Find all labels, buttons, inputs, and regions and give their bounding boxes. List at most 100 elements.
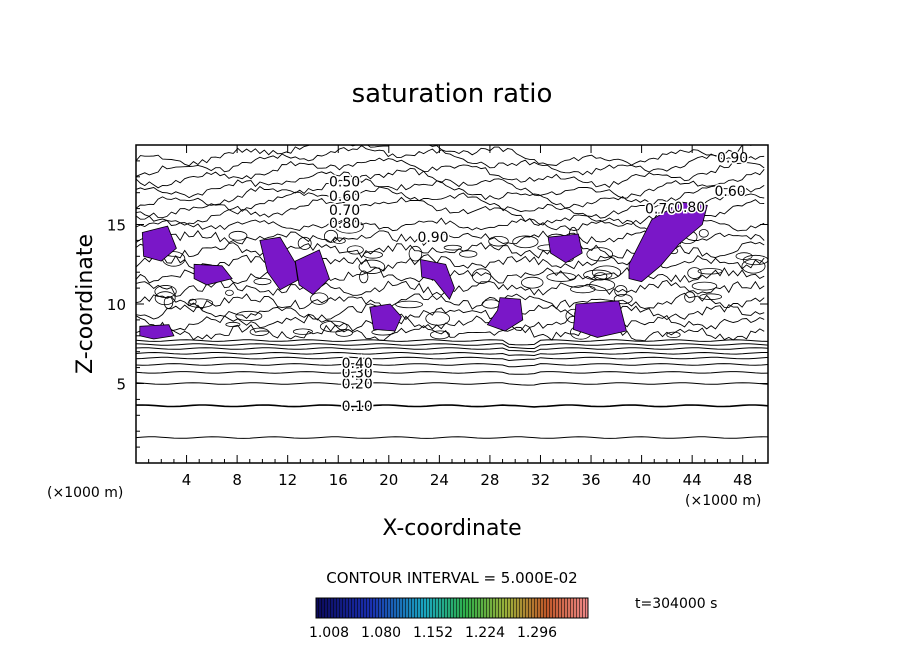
contour-label: 0.10 xyxy=(342,399,373,415)
x-tick-label: 16 xyxy=(329,471,348,489)
chart-title: saturation ratio xyxy=(352,79,553,109)
x-tick-label: 12 xyxy=(278,471,297,489)
contour-cell xyxy=(310,292,329,305)
contour-cell xyxy=(235,310,263,321)
contour-line-lower xyxy=(136,347,768,353)
supersaturated-region xyxy=(572,300,627,338)
contour-cell xyxy=(546,272,577,282)
x-tick-label: 8 xyxy=(232,471,242,489)
contour-line-lower xyxy=(136,351,768,357)
supersaturated-region xyxy=(139,324,175,340)
x-tick-label: 40 xyxy=(632,471,651,489)
supersaturated-region xyxy=(486,297,524,332)
x-tick-label: 32 xyxy=(531,471,550,489)
supersaturated-region xyxy=(419,259,455,300)
contour-labels: 0.100.200.300.400.500.600.700.800.900.90… xyxy=(327,149,749,416)
contour-cell xyxy=(697,268,723,275)
contour-cell xyxy=(429,330,450,340)
contour-line-lower xyxy=(136,436,768,439)
supersaturated-region xyxy=(294,249,330,296)
contour-cell xyxy=(395,300,423,309)
contour-cell xyxy=(614,285,628,297)
contour-line-upper xyxy=(136,314,765,332)
contour-cell xyxy=(323,229,339,243)
contour-line-upper xyxy=(136,324,765,342)
contour-cell xyxy=(512,235,539,249)
contour-cell xyxy=(249,327,270,336)
colorbar xyxy=(315,597,589,619)
contour-line-upper xyxy=(136,176,765,209)
contour-cell xyxy=(359,270,369,284)
contour-cell xyxy=(292,328,313,335)
x-axis-ticks: 4 8 12 16 20 24 28 32 36 40 44 48 xyxy=(148,145,756,489)
colorbar-labels: 1.008 1.080 1.152 1.224 1.296 xyxy=(309,625,557,641)
contour-cell xyxy=(163,296,174,309)
x-tick-label: 48 xyxy=(733,471,752,489)
plot-frame xyxy=(135,144,769,464)
supersaturated-region xyxy=(259,236,299,291)
time-label: t=304000 s xyxy=(635,596,717,612)
contour-cell xyxy=(228,230,248,241)
colorbar-label: 1.152 xyxy=(413,625,453,641)
contour-cell xyxy=(334,219,364,234)
contour-label: 0.90 xyxy=(717,151,748,167)
contour-line-upper xyxy=(136,157,765,189)
contour-line-lower xyxy=(136,343,768,349)
colorbar-label: 1.008 xyxy=(309,625,349,641)
contour-cell xyxy=(408,245,423,262)
contour-cell xyxy=(586,247,614,262)
contour-cell xyxy=(225,321,241,328)
contour-line-upper xyxy=(136,254,765,272)
contour-line-lower xyxy=(136,371,768,375)
y-axis-label: Z-coordinate xyxy=(73,234,98,374)
supersaturated-region xyxy=(193,263,233,286)
contour-cell xyxy=(742,254,768,266)
contour-line-lower xyxy=(136,363,768,368)
contour-cell xyxy=(459,250,478,258)
supersaturated-region xyxy=(141,225,177,262)
x-tick-label: 36 xyxy=(581,471,600,489)
contour-cell xyxy=(443,244,462,251)
supersaturated-region xyxy=(369,303,402,332)
contour-cell xyxy=(425,311,451,326)
contour-cell xyxy=(346,245,364,255)
contour-line-upper xyxy=(136,145,752,167)
contour-label: 0.30 xyxy=(342,365,373,381)
contour-cell xyxy=(358,259,386,274)
x-tick-label: 4 xyxy=(182,471,192,489)
x-tick-label: 28 xyxy=(480,471,499,489)
contour-line-upper xyxy=(136,303,765,321)
contour-cell xyxy=(699,293,722,300)
contour-label: 0.80 xyxy=(329,216,360,232)
colorbar-label: 1.296 xyxy=(517,625,557,641)
x-axis-unit-left: (×1000 m) xyxy=(47,485,123,501)
contour-cell xyxy=(319,320,348,333)
y-axis-ticks: 5 10 15 xyxy=(107,160,768,448)
plot-area: 0.100.200.300.400.500.600.700.800.900.90… xyxy=(136,145,768,439)
contour-cell xyxy=(363,251,383,259)
contour-cell xyxy=(253,277,272,286)
contour-label: 0.60 xyxy=(329,189,360,205)
contour-line-lower xyxy=(136,404,768,408)
contour-label: 0.70 xyxy=(329,203,360,219)
contour-lines xyxy=(136,145,768,439)
contour-cell xyxy=(666,331,681,339)
contour-line-upper xyxy=(136,167,765,199)
colorbar-label: 1.080 xyxy=(361,625,401,641)
contour-cell xyxy=(741,258,766,274)
contour-cell xyxy=(471,268,492,284)
x-axis-unit-right: (×1000 m) xyxy=(685,493,761,509)
x-tick-label: 24 xyxy=(430,471,449,489)
y-tick-label: 10 xyxy=(107,296,126,314)
contour-label: 0.80 xyxy=(674,200,705,216)
contour-line-upper xyxy=(136,196,765,227)
contour-cell xyxy=(684,291,696,303)
contour-cell xyxy=(225,289,234,296)
contour-label: 0.20 xyxy=(342,377,373,393)
contour-label: 0.70 xyxy=(645,202,676,218)
contour-line-lower xyxy=(136,339,768,346)
y-tick-label: 15 xyxy=(107,217,126,235)
contour-cell xyxy=(593,272,608,281)
contour-cell xyxy=(570,285,596,294)
